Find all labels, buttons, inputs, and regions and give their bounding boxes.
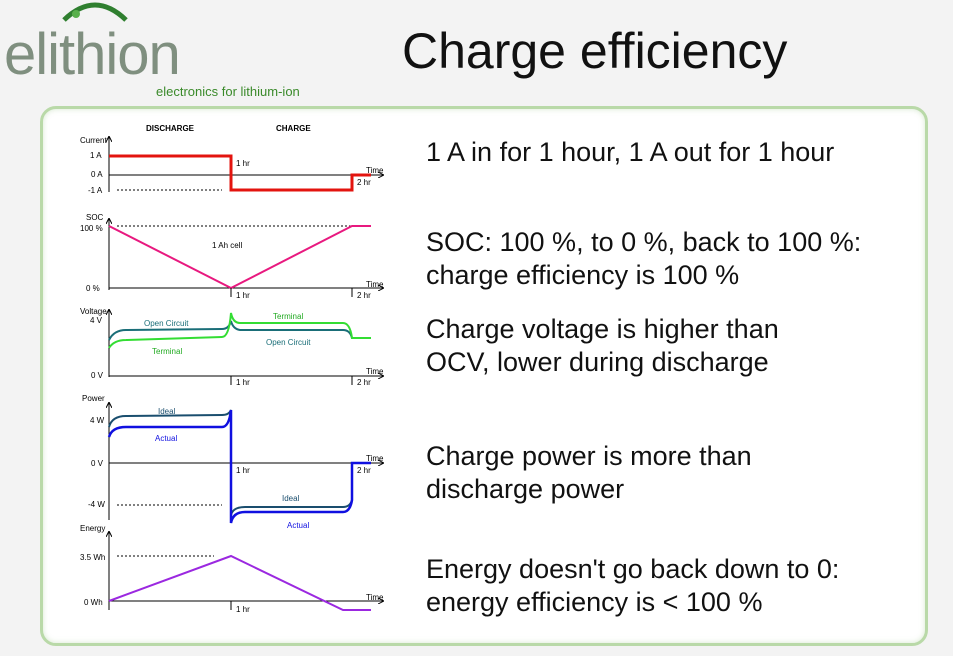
voltage-ocv-label-charge: Open Circuit bbox=[266, 338, 311, 347]
soc-note: 1 Ah cell bbox=[212, 241, 242, 250]
current-chart: Current 1 A 0 A -1 A 1 hr 2 hr Time bbox=[80, 136, 384, 195]
bullet-power: Charge power is more than discharge powe… bbox=[426, 440, 752, 506]
current-axis-label: Current bbox=[80, 136, 107, 145]
logo-tagline: electronics for lithium-ion bbox=[156, 84, 300, 99]
charge-efficiency-diagram: DISCHARGE CHARGE Current 1 A 0 A -1 A 1 … bbox=[80, 124, 384, 614]
page-title: Charge efficiency bbox=[402, 23, 788, 79]
voltage-terminal-label-charge: Terminal bbox=[273, 312, 303, 321]
bullet-power-line-2: discharge power bbox=[426, 474, 625, 504]
bullet-soc: SOC: 100 %, to 0 %, back to 100 %: charg… bbox=[426, 226, 861, 292]
phase-charge-label: CHARGE bbox=[276, 124, 311, 133]
voltage-time-label: Time bbox=[366, 367, 384, 376]
voltage-terminal-label-discharge: Terminal bbox=[152, 347, 182, 356]
voltage-chart: Voltage 4 V 0 V Open Circuit Terminal Te… bbox=[80, 307, 384, 387]
current-t1-label: 1 hr bbox=[236, 159, 250, 168]
soc-time-label: Time bbox=[366, 280, 384, 289]
power-actual-trace bbox=[107, 409, 371, 524]
voltage-t2-label: 2 hr bbox=[357, 378, 371, 387]
power-chart: Power 4 W 0 V -4 W Ideal Actual Ideal Ac… bbox=[82, 394, 384, 530]
power-ideal-label-discharge: Ideal bbox=[158, 407, 176, 416]
power-tick-0: 0 V bbox=[91, 459, 104, 468]
bullet-soc-line-1: SOC: 100 %, to 0 %, back to 100 %: bbox=[426, 227, 862, 257]
power-tick-neg4w: -4 W bbox=[88, 500, 105, 509]
bullet-energy: Energy doesn't go back down to 0: energy… bbox=[426, 553, 839, 619]
bullet-voltage-line-1: Charge voltage is higher than bbox=[426, 314, 779, 344]
energy-tick-3-5wh: 3.5 Wh bbox=[80, 553, 105, 562]
energy-axis-label: Energy bbox=[80, 524, 105, 533]
current-time-label: Time bbox=[366, 166, 384, 175]
current-trace bbox=[109, 154, 371, 192]
soc-axis-label: SOC bbox=[86, 213, 104, 222]
soc-tick-0: 0 % bbox=[86, 284, 100, 293]
bullet-voltage-line-2: OCV, lower during discharge bbox=[426, 347, 769, 377]
elithion-logo: elithion electronics for lithium-ion bbox=[4, 2, 300, 99]
voltage-axis-label: Voltage bbox=[80, 307, 107, 316]
energy-t1-label: 1 hr bbox=[236, 605, 250, 614]
bullet-soc-line-2: charge efficiency is 100 % bbox=[426, 260, 740, 290]
soc-tick-100: 100 % bbox=[80, 224, 103, 233]
power-tick-4w: 4 W bbox=[90, 416, 105, 425]
current-t2-label: 2 hr bbox=[357, 178, 371, 187]
current-tick-0a: 0 A bbox=[91, 170, 103, 179]
energy-chart: Energy 3.5 Wh 0 Wh 1 hr Time bbox=[80, 524, 384, 614]
voltage-tick-4v: 4 V bbox=[90, 316, 103, 325]
power-t2-label: 2 hr bbox=[357, 466, 371, 475]
soc-t1-label: 1 hr bbox=[236, 291, 250, 300]
logo-wordmark: elithion bbox=[4, 22, 180, 87]
voltage-ocv-label-discharge: Open Circuit bbox=[144, 319, 189, 328]
voltage-tick-0v: 0 V bbox=[91, 371, 104, 380]
bullet-current-line-1: 1 A in for 1 hour, 1 A out for 1 hour bbox=[426, 137, 835, 167]
bullet-voltage: Charge voltage is higher than OCV, lower… bbox=[426, 313, 779, 379]
power-ideal-label-charge: Ideal bbox=[282, 494, 300, 503]
power-actual-label-discharge: Actual bbox=[155, 434, 177, 443]
current-tick-neg1a: -1 A bbox=[88, 186, 103, 195]
bullet-energy-line-1: Energy doesn't go back down to 0: bbox=[426, 554, 840, 584]
voltage-terminal-trace bbox=[108, 312, 371, 349]
bullet-energy-line-2: energy efficiency is < 100 % bbox=[426, 587, 763, 617]
soc-t2-label: 2 hr bbox=[357, 291, 371, 300]
power-t1-label: 1 hr bbox=[236, 466, 250, 475]
energy-trace bbox=[108, 554, 371, 611]
soc-trace bbox=[108, 225, 371, 290]
power-axis-label: Power bbox=[82, 394, 105, 403]
soc-chart: SOC 100 % 0 % 1 Ah cell 1 hr 2 hr Time bbox=[80, 213, 384, 300]
power-time-label: Time bbox=[366, 454, 384, 463]
energy-tick-0wh: 0 Wh bbox=[84, 598, 103, 607]
power-actual-label-charge: Actual bbox=[287, 521, 309, 530]
energy-time-label: Time bbox=[366, 593, 384, 602]
bullet-current: 1 A in for 1 hour, 1 A out for 1 hour bbox=[426, 136, 834, 169]
phase-discharge-label: DISCHARGE bbox=[146, 124, 195, 133]
voltage-t1-label: 1 hr bbox=[236, 378, 250, 387]
bullet-power-line-1: Charge power is more than bbox=[426, 441, 752, 471]
current-tick-1a: 1 A bbox=[90, 151, 102, 160]
